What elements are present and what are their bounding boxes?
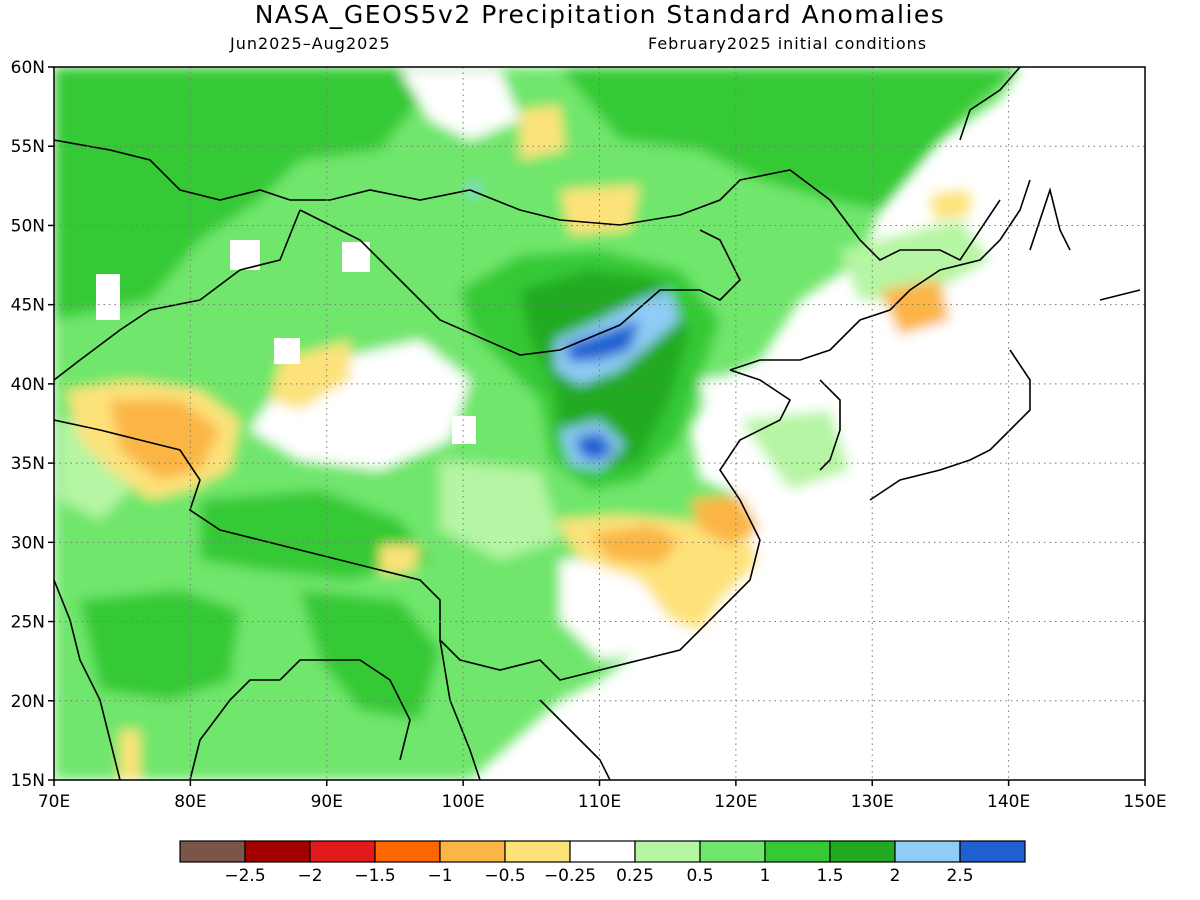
lat-tick-label: 20N (11, 692, 45, 712)
forecast-period: Jun2025–Aug2025 (230, 34, 391, 53)
lat-tick-label: 15N (11, 771, 45, 791)
colorbar-swatch (244, 840, 311, 863)
lon-tick-label: 130E (851, 792, 894, 812)
lat-tick-label: 30N (11, 533, 45, 553)
colorbar-swatch (764, 840, 831, 863)
lat-tick-label: 60N (11, 58, 45, 78)
colorbar-swatch (439, 840, 506, 863)
colorbar-label: 2 (890, 866, 901, 886)
lon-tick-label: 100E (442, 792, 485, 812)
lat-tick-label: 45N (11, 296, 45, 316)
colorbar-label: 1 (760, 866, 771, 886)
colorbar-label: 2.5 (946, 866, 973, 886)
colorbar-label: −1.5 (354, 866, 395, 886)
colorbar-swatch (894, 840, 961, 863)
colorbar: −2.5 −2 −1.5 −1 −0.5 −0.25 0.25 0.5 1 1.5 2 2.5 (179, 840, 1026, 886)
lon-tick-label: 70E (38, 792, 70, 812)
lat-tick-label: 50N (11, 216, 45, 236)
colorbar-swatch (634, 840, 701, 863)
colorbar-label: −0.5 (484, 866, 525, 886)
latitude-axis: 60N 55N 50N 45N 40N 35N 30N 25N 20N 15N (11, 58, 54, 791)
colorbar-label: −1 (427, 866, 452, 886)
longitude-axis: 70E 80E 90E 100E 110E 120E 130E 140E 150E (38, 780, 1167, 812)
colorbar-label: −2 (297, 866, 322, 886)
colorbar-swatch (829, 840, 896, 863)
chart-title: NASA_GEOS5v2 Precipitation Standard Anom… (254, 0, 946, 29)
graticule (54, 67, 1145, 780)
colorbar-label: 0.5 (686, 866, 713, 886)
colorbar-label: 0.25 (616, 866, 654, 886)
lon-tick-label: 150E (1123, 792, 1166, 812)
colorbar-label: 1.5 (816, 866, 843, 886)
colorbar-swatch (959, 840, 1026, 863)
lat-tick-label: 40N (11, 375, 45, 395)
lat-tick-label: 55N (11, 137, 45, 157)
colorbar-label: −0.25 (544, 866, 596, 886)
lon-tick-label: 80E (174, 792, 206, 812)
lat-tick-label: 25N (11, 613, 45, 633)
colorbar-swatch (504, 840, 571, 863)
lon-tick-label: 120E (714, 792, 757, 812)
lon-tick-label: 110E (578, 792, 621, 812)
colorbar-label: −2.5 (224, 866, 265, 886)
colorbar-swatch (374, 840, 441, 863)
colorbar-swatch (179, 840, 246, 863)
colorbar-swatch (569, 840, 636, 863)
lat-tick-label: 35N (11, 454, 45, 474)
initial-conditions: February2025 initial conditions (648, 34, 928, 53)
colorbar-swatch (699, 840, 766, 863)
colorbar-swatch (309, 840, 376, 863)
country-boundaries (54, 67, 1141, 780)
anomaly-shading (54, 67, 1145, 780)
lon-tick-label: 90E (311, 792, 343, 812)
lon-tick-label: 140E (987, 792, 1030, 812)
